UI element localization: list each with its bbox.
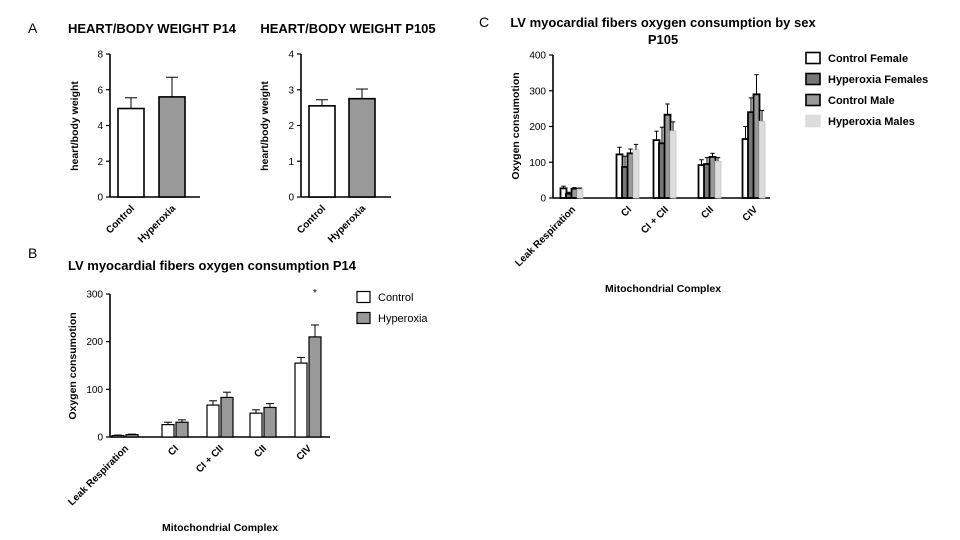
y-tick-label: 4: [97, 121, 103, 132]
panel-label-A: A: [28, 20, 38, 36]
bar-control: [206, 404, 220, 438]
bar-hyperoxia-males: [758, 120, 766, 199]
legend-label: Control: [378, 292, 413, 304]
x-tick-label: CI + CII: [639, 204, 671, 236]
y-tick-label: 300: [529, 86, 546, 97]
bar-control-male: [626, 152, 635, 199]
bar-hyperoxia-males: [714, 160, 722, 199]
y-axis-label: Oxygen consumotion: [510, 72, 522, 179]
bar-hyperoxia: [158, 96, 186, 198]
legend-label: Hyperoxia Females: [828, 74, 928, 86]
x-tick-label: Leak Respiration: [66, 443, 131, 508]
y-tick-label: 2: [288, 121, 294, 132]
y-tick-label: 100: [529, 158, 546, 169]
y-axis-label: Oxygen consumotion: [67, 312, 79, 419]
y-tick-label: 400: [529, 51, 546, 62]
y-tick-label: 0: [97, 433, 103, 444]
chart-subtitle: P105: [648, 32, 678, 47]
chart-title: HEART/BODY WEIGHT P105: [260, 21, 435, 36]
x-tick-label: Leak Respiration: [513, 204, 578, 269]
chart-title: LV myocardial fibers oxygen consumption …: [510, 15, 816, 30]
x-tick-label: CI: [619, 204, 634, 219]
bar-hyperoxia: [263, 406, 277, 438]
bar-control-male: [708, 155, 717, 199]
x-tick-label: Hyperoxia: [326, 203, 368, 245]
y-tick-label: 4: [288, 50, 294, 61]
y-tick-label: 0: [97, 193, 103, 204]
bar-hyperoxia-males: [632, 149, 640, 199]
panel-label-B: B: [28, 245, 37, 261]
bar-control: [111, 434, 125, 438]
legend-label: Hyperoxia: [378, 313, 428, 325]
bar-hyperoxia: [125, 434, 139, 438]
y-tick-label: 8: [97, 50, 103, 61]
legend-label: Control Male: [828, 95, 895, 107]
legend-swatch: [805, 114, 821, 128]
y-tick-label: 200: [529, 122, 546, 133]
bar-hyperoxia: [308, 336, 322, 438]
y-tick-label: 6: [97, 85, 103, 96]
x-tick-label: CII: [252, 443, 269, 460]
legend-swatch: [356, 290, 371, 304]
legend-label: Hyperoxia Males: [828, 116, 915, 128]
x-axis-label: Mitochondrial Complex: [605, 283, 721, 295]
bar-hyperoxia: [220, 396, 234, 438]
legend-swatch: [356, 311, 371, 325]
y-axis-label: heart/body weight: [69, 81, 81, 171]
y-tick-label: 0: [540, 194, 546, 205]
bar-hyperoxia-males: [669, 130, 677, 199]
x-axis-label: Mitochondrial Complex: [162, 522, 278, 534]
bar-control-male: [663, 113, 672, 199]
x-tick-label: Control: [295, 203, 328, 236]
x-tick-label: Hyperoxia: [136, 203, 178, 245]
y-tick-label: 2: [97, 157, 103, 168]
legend-swatch: [805, 72, 821, 86]
x-tick-label: CII: [699, 204, 716, 221]
legend-label: Control Female: [828, 53, 908, 65]
x-tick-label: CIV: [741, 204, 761, 224]
x-tick-label: CI: [166, 443, 181, 458]
bar-control: [249, 412, 263, 438]
y-tick-label: 200: [86, 337, 103, 348]
legend-swatch: [805, 51, 821, 65]
significance-annotation: *: [313, 288, 317, 299]
x-tick-label: CIV: [295, 443, 315, 463]
bar-control: [294, 362, 308, 438]
legend-swatch: [805, 93, 821, 107]
bar-control: [308, 105, 336, 198]
y-tick-label: 300: [86, 290, 103, 301]
bar-hyperoxia-males: [576, 188, 584, 199]
bar-control: [161, 424, 175, 438]
chart-title: HEART/BODY WEIGHT P14: [68, 21, 237, 36]
chart-title: LV myocardial fibers oxygen consumption …: [68, 258, 357, 273]
x-tick-label: CI + CII: [194, 443, 226, 475]
bar-control-male: [752, 93, 761, 199]
x-tick-label: Control: [104, 203, 137, 236]
y-axis-label: heart/body weight: [259, 81, 271, 171]
y-tick-label: 100: [86, 385, 103, 396]
y-tick-label: 3: [288, 85, 294, 96]
bar-hyperoxia: [175, 421, 189, 438]
bar-hyperoxia: [348, 97, 376, 198]
bar-control-male: [570, 187, 579, 199]
y-tick-label: 1: [288, 157, 294, 168]
panel-label-C: C: [479, 14, 489, 30]
y-tick-label: 0: [288, 193, 294, 204]
bar-control: [117, 107, 145, 198]
